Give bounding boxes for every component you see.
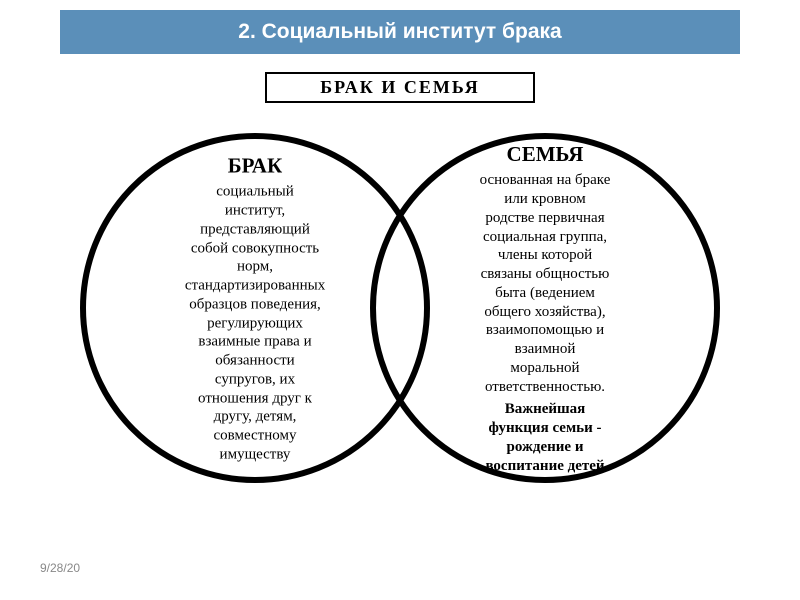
subtitle-box: БРАК И СЕМЬЯ <box>265 72 535 103</box>
venn-right-body2: Важнейшая функция семьи - рождение и вос… <box>479 400 612 475</box>
venn-left-title: БРАК <box>185 152 325 178</box>
venn-right-body: основанная на браке или кровном родстве … <box>479 171 612 396</box>
header-bar: 2. Социальный институт брака <box>60 10 740 54</box>
venn-left-body: социальный институт, представляющий собо… <box>185 183 325 464</box>
venn-right-title: СЕМЬЯ <box>479 141 612 167</box>
footer-date: 9/28/20 <box>40 561 80 575</box>
venn-diagram: БРАК социальный институт, представляющий… <box>0 123 800 543</box>
venn-right-circle: СЕМЬЯ основанная на браке или кровном ро… <box>370 133 720 483</box>
